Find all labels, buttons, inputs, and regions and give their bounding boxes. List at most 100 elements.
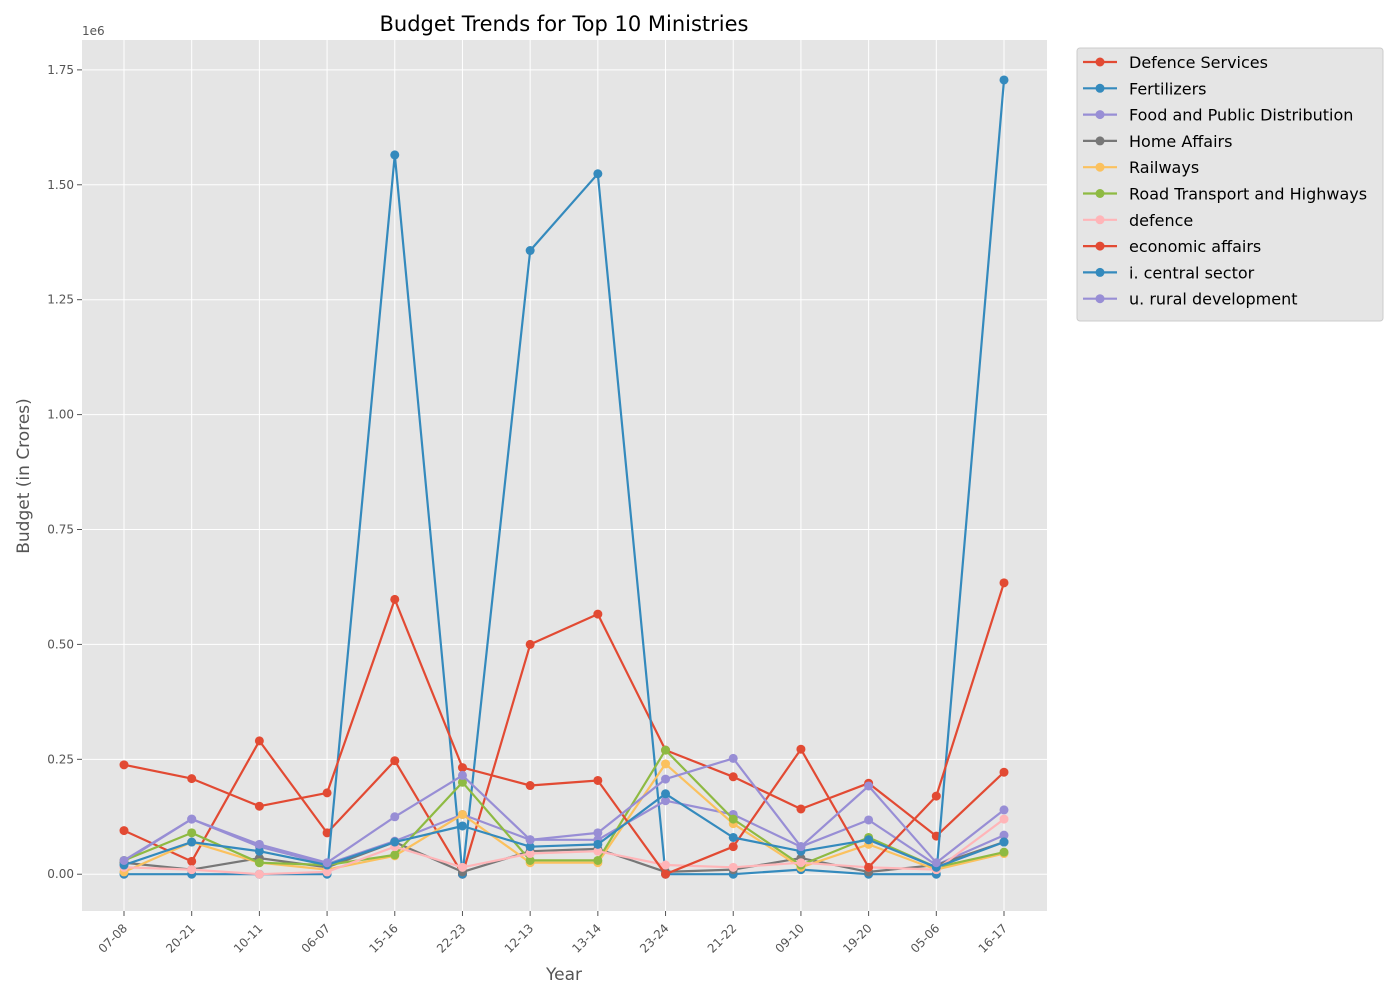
series-i-central-sector [119,789,1009,872]
data-point [390,150,400,160]
data-point [525,842,535,852]
legend-marker [1095,189,1105,198]
data-point [390,756,400,766]
legend-label: Fertilizers [1129,79,1207,98]
legend-item: defence [1083,211,1193,230]
data-point [661,796,671,806]
legend-marker [1095,136,1105,146]
legend: Defence Services Fertilizers Food and Publ… [1076,47,1384,322]
plot-area [82,40,1047,911]
legend-marker [1095,267,1105,277]
data-point [322,828,332,838]
data-point [728,772,738,782]
y-tick-label: 0.00 [47,867,74,881]
data-point [593,839,603,849]
data-point [457,821,467,831]
data-point [187,814,197,824]
x-axis-label: Year [545,965,582,985]
data-point [728,862,738,872]
grid [82,40,1047,911]
data-point [187,865,197,875]
data-point [457,809,467,819]
data-point [728,842,738,852]
legend-item: economic affairs [1083,237,1261,256]
data-point [999,837,1009,847]
data-point [728,814,738,824]
y-axis-offset-label: 1e6 [82,24,105,38]
data-point [661,789,671,799]
data-point [661,869,671,879]
series-economic-affairs [119,578,1009,879]
y-axis-ticks: 0.00 0.25 0.50 0.75 1.00 1.25 1.50 1.75 [47,63,82,881]
y-tick-label: 1.00 [47,408,74,422]
data-point [864,862,874,872]
data-point [999,830,1009,840]
legend-item: Road Transport and Highways [1083,185,1367,204]
data-point [254,846,264,856]
series-line [123,582,1006,876]
data-point [254,839,264,849]
data-point [864,815,874,825]
data-point [322,858,332,868]
legend-item: u. rural development [1083,290,1298,309]
series-line [123,840,1005,874]
y-tick-label: 1.25 [47,293,74,307]
data-point [457,862,467,872]
data-point [999,805,1009,815]
series-line [123,818,1005,876]
data-point [593,855,603,865]
legend-item: Fertilizers [1083,79,1207,98]
data-point [525,639,535,649]
y-tick-label: 0.25 [47,752,74,766]
data-point [593,169,603,179]
legend-marker [1095,162,1105,172]
legend-item: i. central sector [1083,263,1255,282]
legend-marker [1095,294,1105,304]
data-point [999,847,1009,857]
data-point [864,781,874,791]
data-point [661,774,671,784]
legend-label: Railways [1129,158,1199,177]
data-point [864,835,874,845]
data-point [525,781,535,791]
series-line [123,757,1005,864]
data-point [796,744,806,754]
data-point [390,837,400,847]
series-line [123,612,1005,876]
data-point [390,812,400,822]
data-point [999,578,1009,588]
legend-marker [1095,57,1105,67]
y-tick-label: 0.50 [47,637,74,651]
legend-item: Home Affairs [1083,132,1232,151]
y-axis-label: Budget (in Crores) [14,398,34,554]
legend-item: Railways [1083,158,1199,177]
data-point [661,860,671,870]
data-point [931,858,941,868]
data-point [728,753,738,763]
data-point [390,850,400,860]
data-point [254,858,264,868]
y-tick-label: 1.50 [47,178,74,192]
data-point [187,837,197,847]
data-point [187,828,197,838]
data-point [457,763,467,773]
data-point [457,770,467,780]
legend-marker [1095,110,1105,120]
series-line [123,792,1005,869]
legend-label: Home Affairs [1129,132,1232,151]
legend-label: Road Transport and Highways [1129,185,1367,204]
chart-title: Budget Trends for Top 10 Ministries [380,12,749,36]
data-point [525,849,535,859]
legend-marker [1095,241,1105,251]
data-point [931,791,941,801]
legend-item: Defence Services [1083,53,1268,72]
legend-box [1076,47,1384,322]
data-point [119,855,129,865]
series-u-rural-development [119,753,1009,868]
data-point [254,736,264,746]
data-point [457,777,467,787]
data-point [525,835,535,845]
data-point [593,609,603,619]
legend-label: economic affairs [1129,237,1261,256]
